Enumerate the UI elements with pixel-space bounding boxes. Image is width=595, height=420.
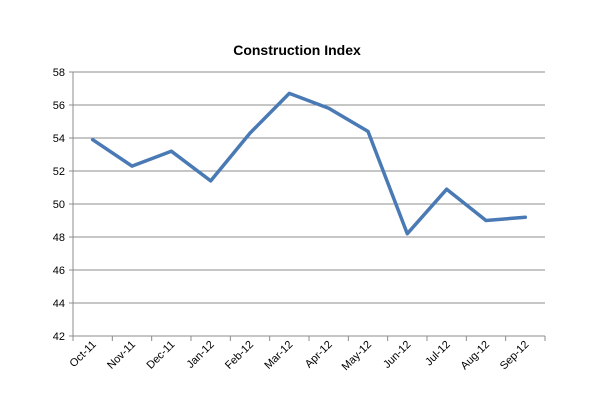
axes bbox=[69, 71, 546, 341]
data-point bbox=[523, 215, 527, 219]
data-point bbox=[91, 138, 95, 142]
x-tick-label: Apr-12 bbox=[303, 339, 335, 371]
y-tick-label: 54 bbox=[53, 133, 65, 145]
x-tick-label: Nov-11 bbox=[105, 339, 138, 372]
series-lines bbox=[90, 91, 528, 236]
x-tick-label: Jan-12 bbox=[185, 339, 217, 371]
x-tick-label: Jun-12 bbox=[381, 339, 413, 371]
y-tick-label: 46 bbox=[53, 265, 65, 277]
y-tick-label: 52 bbox=[53, 166, 65, 178]
data-point bbox=[209, 179, 213, 183]
y-tick-label: 42 bbox=[53, 331, 65, 343]
data-point bbox=[169, 149, 173, 153]
data-point bbox=[287, 91, 291, 95]
series-line bbox=[90, 91, 528, 236]
data-point bbox=[445, 187, 449, 191]
x-tick-label: Jul-12 bbox=[423, 339, 453, 369]
data-point bbox=[366, 129, 370, 133]
data-point bbox=[327, 106, 331, 110]
x-tick-label: Mar-12 bbox=[262, 339, 295, 372]
gridlines bbox=[73, 71, 545, 337]
x-tick-label: May-12 bbox=[340, 339, 374, 373]
chart-title: Construction Index bbox=[233, 42, 361, 58]
x-axis-tick-labels: Oct-11 Nov-11 Dec-11 Jan-12 Feb-12 Mar-12 Apr-… bbox=[68, 339, 532, 373]
data-point bbox=[248, 131, 252, 135]
data-point bbox=[484, 219, 488, 222]
y-axis-tick-labels: 42 44 46 48 50 52 54 56 58 bbox=[53, 67, 65, 343]
x-tick-label: Oct-11 bbox=[68, 339, 99, 370]
x-tick-label: Feb-12 bbox=[223, 339, 256, 372]
data-point bbox=[405, 232, 409, 236]
x-tick-label: Aug-12 bbox=[459, 339, 493, 373]
x-tick-label: Sep-12 bbox=[498, 339, 532, 373]
y-tick-label: 50 bbox=[53, 199, 65, 211]
data-point bbox=[130, 164, 134, 168]
y-tick-label: 44 bbox=[53, 298, 65, 310]
x-tick-label: Dec-11 bbox=[144, 339, 177, 372]
y-tick-label: 48 bbox=[53, 232, 65, 244]
y-tick-label: 56 bbox=[53, 100, 65, 112]
y-tick-label: 58 bbox=[53, 67, 65, 79]
